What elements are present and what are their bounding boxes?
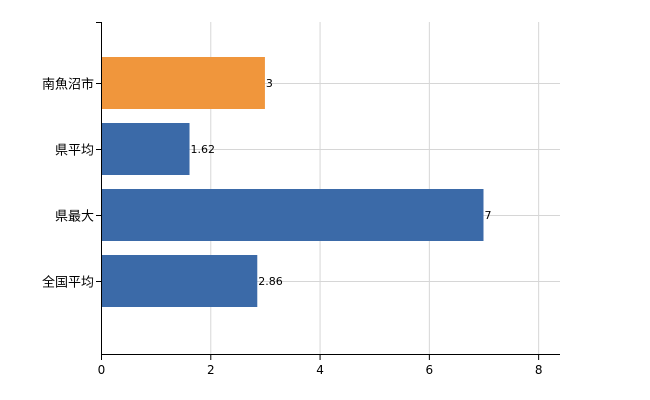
bar-1: [102, 57, 265, 109]
bar-2: [102, 123, 190, 175]
x-tick-label-3: 4: [316, 363, 324, 377]
bars: [102, 57, 484, 307]
category-label-3: 県最大: [55, 210, 94, 225]
data-labels: 3 1.62 7 2.86: [191, 77, 492, 288]
data-label-2: 1.62: [191, 143, 216, 156]
data-label-3: 7: [485, 209, 492, 222]
x-tick-label-4: 6: [426, 363, 434, 377]
x-tick-label-5: 8: [535, 363, 543, 377]
category-label-4: 全国平均: [42, 275, 94, 291]
category-label-1: 南魚沼市: [42, 77, 94, 93]
data-label-4: 2.86: [258, 275, 283, 288]
x-tick-label-2: 2: [207, 363, 215, 377]
axes: [96, 22, 560, 355]
category-label-2: 県平均: [55, 144, 94, 159]
bar-3: [102, 189, 484, 241]
data-label-1: 3: [266, 77, 273, 90]
bar-4: [102, 255, 258, 307]
x-tick-label-1: 0: [98, 363, 106, 377]
x-tick-labels: 0 2 4 6 8: [98, 354, 543, 377]
